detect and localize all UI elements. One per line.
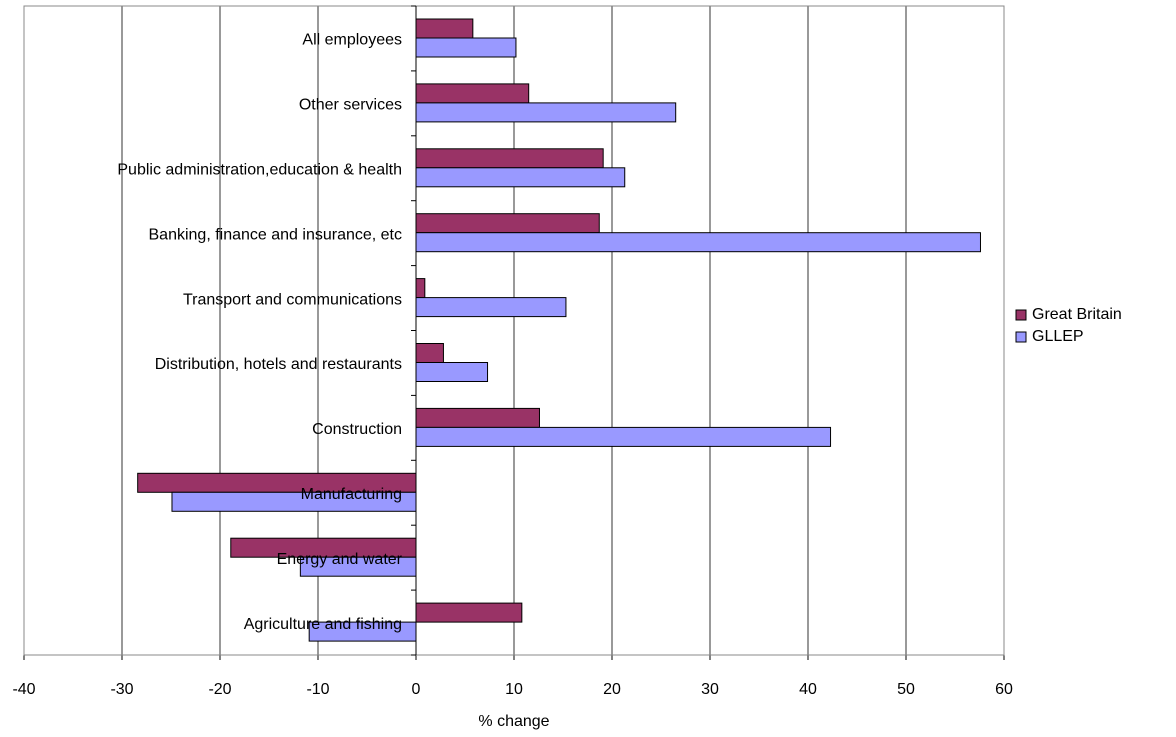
bar (415, 232, 981, 253)
legend-swatch (1015, 331, 1027, 343)
bar (415, 602, 523, 623)
bar (415, 83, 530, 104)
y-tick-label: Transport and communications (183, 291, 402, 308)
bar (415, 343, 444, 363)
y-tick-label: Public administration,education & health (117, 161, 402, 178)
bar (415, 148, 604, 169)
bar (415, 213, 600, 234)
y-tick-label: Manufacturing (301, 486, 402, 503)
x-tick-label: 10 (505, 681, 523, 698)
x-tick-label: -40 (12, 681, 35, 698)
bar (415, 297, 567, 318)
x-tick-label: 40 (799, 681, 817, 698)
y-tick-label: Agriculture and fishing (244, 616, 402, 633)
x-tick-label: 60 (995, 681, 1013, 698)
x-tick-label: 30 (701, 681, 719, 698)
bar (415, 37, 517, 58)
x-tick-label: 20 (603, 681, 621, 698)
bar (415, 407, 540, 428)
y-tick-label: Other services (299, 97, 402, 114)
bar (415, 18, 474, 39)
plot-border (23, 5, 1005, 656)
y-tick-label: Banking, finance and insurance, etc (149, 226, 403, 243)
bar (299, 556, 417, 577)
bar (415, 102, 677, 123)
bar (308, 621, 417, 642)
x-tick-label: 50 (897, 681, 915, 698)
legend-swatch (1015, 309, 1027, 321)
y-tick-label: Energy and water (277, 551, 403, 568)
x-tick-label: -30 (110, 681, 133, 698)
bar (415, 362, 489, 382)
bar (415, 278, 426, 299)
x-tick-label: -10 (306, 681, 329, 698)
bar (171, 491, 417, 512)
bar (415, 426, 832, 447)
legend-label: Great Britain (1032, 306, 1122, 323)
y-tick-label: Construction (312, 421, 402, 438)
x-tick-label: 0 (412, 681, 421, 698)
x-axis-label: % change (478, 713, 549, 730)
y-tick-label: All employees (302, 32, 402, 49)
x-tick-label: -20 (208, 681, 231, 698)
bar (415, 167, 626, 188)
y-tick-label: Distribution, hotels and restaurants (155, 356, 402, 373)
legend-label: GLLEP (1032, 328, 1084, 345)
